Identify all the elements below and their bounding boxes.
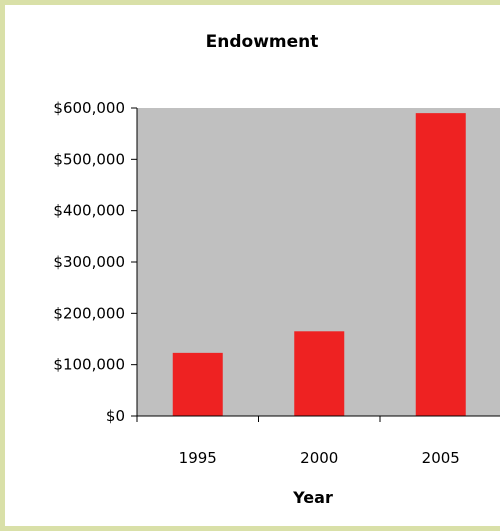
- x-axis: 1995 2000 2005: [136, 415, 500, 467]
- y-tick-label: $100,000: [53, 356, 125, 374]
- bar-1995: [172, 352, 223, 416]
- y-axis: $0 $100,000 $200,000 $300,000 $400,000 $500,0…: [53, 99, 138, 425]
- y-tick-label: $500,000: [53, 150, 125, 168]
- bar-2000: [294, 331, 345, 416]
- x-tick-label: 2005: [422, 449, 460, 467]
- bar-2005: [415, 113, 466, 416]
- y-tick-label: $600,000: [53, 99, 125, 117]
- y-tick-label: $0: [106, 407, 125, 425]
- x-tick-label: 2000: [300, 449, 338, 467]
- y-tick-label: $300,000: [53, 253, 125, 271]
- y-tick-label: $200,000: [53, 304, 125, 322]
- x-tick-label: 1995: [179, 449, 217, 467]
- y-tick-label: $400,000: [53, 202, 125, 220]
- chart-title: Endowment: [206, 32, 319, 52]
- bars-layer: [172, 113, 466, 416]
- x-axis-label: Year: [292, 488, 333, 507]
